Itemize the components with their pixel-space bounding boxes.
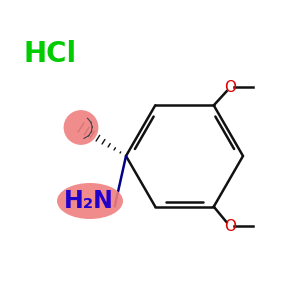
Circle shape (64, 110, 98, 145)
Text: O: O (224, 80, 236, 95)
Text: O: O (224, 219, 236, 234)
Text: HCl: HCl (24, 40, 77, 68)
Ellipse shape (57, 183, 123, 219)
Text: H₂N: H₂N (64, 189, 113, 213)
